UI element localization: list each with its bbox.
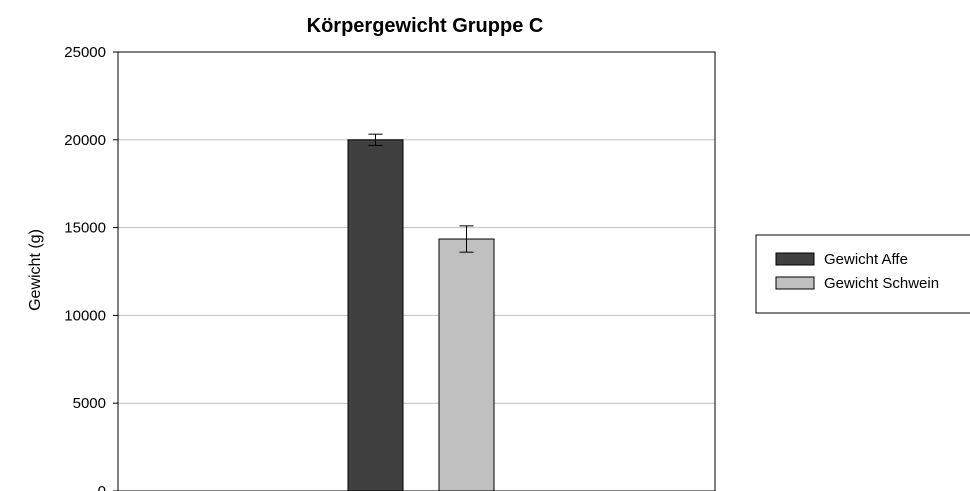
y-tick-label: 0 — [98, 483, 106, 491]
legend-label: Gewicht Schwein — [824, 275, 939, 292]
legend: Gewicht Affe Gewicht Schwein — [755, 234, 970, 314]
legend-box — [755, 234, 970, 314]
y-tick-label: 15000 — [64, 220, 106, 237]
y-tick-label: 25000 — [64, 44, 106, 61]
bars — [347, 133, 495, 491]
y-tick-label: 10000 — [64, 307, 106, 324]
y-axis-label: Gewicht (g) — [27, 229, 44, 311]
bar — [438, 238, 495, 491]
y-tick-label: 20000 — [64, 132, 106, 149]
bar — [347, 139, 404, 491]
plot-area — [117, 51, 716, 491]
y-axis: 0 5000 10000 15000 20000 25000 — [64, 44, 118, 491]
legend-swatch — [775, 276, 815, 290]
gridlines — [118, 139, 715, 404]
chart-title: Körpergewicht Gruppe C — [307, 15, 544, 37]
y-tick-label: 5000 — [73, 395, 106, 412]
legend-swatch — [775, 252, 815, 266]
legend-label: Gewicht Affe — [824, 251, 908, 268]
